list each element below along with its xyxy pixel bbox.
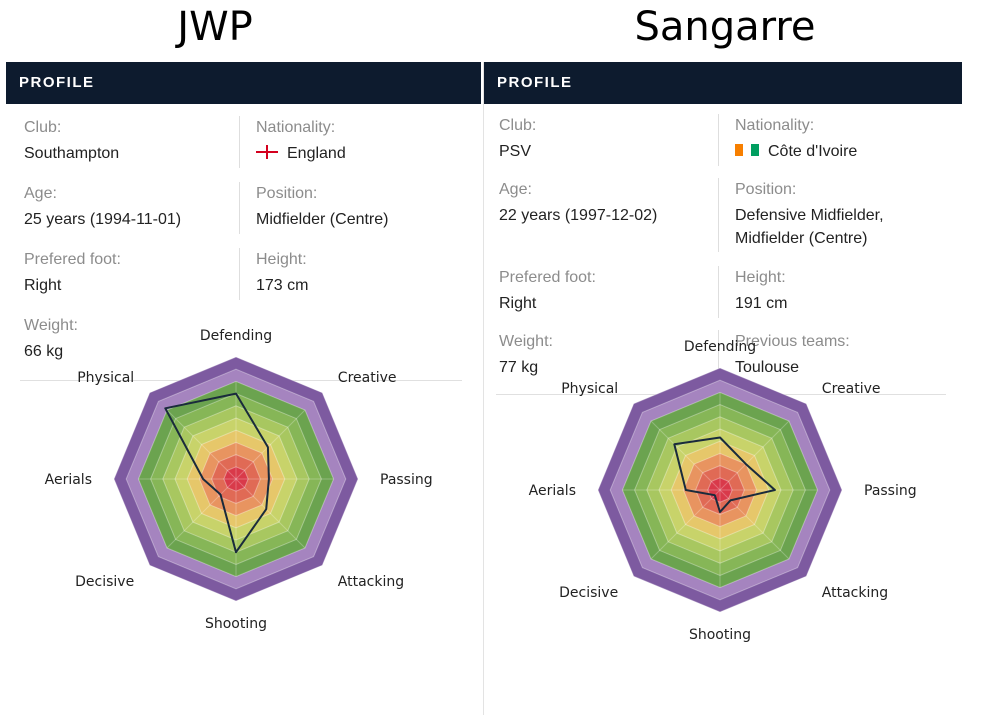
profile-header: PROFILE — [484, 62, 962, 104]
radar-label-passing: Passing — [864, 483, 917, 499]
club-label: Club: — [24, 119, 62, 136]
radar-spoke — [235, 409, 306, 480]
age-value: 22 years (1997-12-02) — [499, 207, 658, 224]
radar-chart-jwp: Defending Creative Passing Attacking Shootin… — [45, 328, 433, 632]
weight-label: Weight: — [499, 333, 553, 350]
nationality-label: Nationality: — [735, 117, 815, 134]
club-value: PSV — [499, 143, 532, 160]
radar-label-decisive: Decisive — [75, 574, 134, 590]
radar-spoke — [719, 420, 790, 491]
position-value: Midfielder (Centre) — [256, 211, 389, 228]
nationality-field: Nationality: Côte d'Ivoire — [735, 116, 857, 163]
nationality-text: England — [287, 145, 346, 162]
position-field: Position: Defensive Midfielder, Midfield… — [735, 180, 884, 250]
england-flag-icon — [256, 145, 278, 159]
radar-label-attacking: Attacking — [822, 585, 888, 601]
previous-teams-value: Toulouse — [735, 359, 800, 376]
nationality-text: Côte d'Ivoire — [768, 143, 858, 160]
weight-field: Weight: 77 kg — [499, 332, 553, 379]
nationality-value: Côte d'Ivoire — [735, 140, 857, 163]
radar-label-physical: Physical — [77, 370, 134, 386]
radar-label-passing: Passing — [380, 472, 433, 488]
age-label: Age: — [24, 185, 57, 202]
radar-label-creative: Creative — [822, 381, 881, 397]
club-field: Club: Southampton — [24, 118, 119, 165]
foot-value: Right — [24, 277, 62, 294]
age-field: Age: 22 years (1997-12-02) — [499, 180, 657, 227]
radar-spoke — [650, 420, 721, 491]
radar-label-defending: Defending — [200, 328, 272, 344]
height-field: Height: 173 cm — [256, 250, 308, 297]
player-name-jwp: JWP — [177, 4, 253, 50]
weight-value: 77 kg — [499, 359, 539, 376]
cote-divoire-flag-icon — [735, 144, 759, 156]
club-field: Club: PSV — [499, 116, 536, 163]
radar-chart-sangarre: Defending Creative Passing Attacking Shootin… — [529, 339, 917, 643]
radar-label-aerials: Aerials — [45, 472, 92, 488]
column-divider — [718, 266, 719, 318]
height-label: Height: — [256, 251, 307, 268]
player-name-sangarre: Sangarre — [634, 4, 816, 50]
nationality-label: Nationality: — [256, 119, 336, 136]
age-field: Age: 25 years (1994-11-01) — [24, 184, 181, 231]
radar-label-defending: Defending — [684, 339, 756, 355]
radar-label-physical: Physical — [561, 381, 618, 397]
nationality-value: England — [256, 142, 346, 165]
age-value: 25 years (1994-11-01) — [24, 211, 182, 228]
foot-label: Prefered foot: — [499, 269, 596, 286]
column-divider — [718, 114, 719, 166]
weight-field: Weight: 66 kg — [24, 316, 78, 363]
foot-label: Prefered foot: — [24, 251, 121, 268]
height-value: 173 cm — [256, 277, 309, 294]
radar-label-aerials: Aerials — [529, 483, 576, 499]
position-label: Position: — [735, 181, 797, 198]
radar-band — [223, 466, 249, 492]
foot-field: Prefered foot: Right — [24, 250, 121, 297]
position-field: Position: Midfielder (Centre) — [256, 184, 388, 231]
height-label: Height: — [735, 269, 786, 286]
nationality-field: Nationality: England — [256, 118, 346, 165]
radar-label-shooting: Shooting — [205, 616, 267, 632]
radar-spoke — [719, 489, 790, 560]
radar-band — [707, 477, 733, 503]
previous-teams-field: Previous teams: Toulouse — [735, 332, 850, 379]
radar-spoke — [166, 478, 237, 549]
radar-label-decisive: Decisive — [559, 585, 618, 601]
column-divider — [239, 182, 240, 234]
profile-panel-jwp: PROFILE Club: Southampton Nationality: E… — [6, 62, 481, 715]
column-divider — [718, 178, 719, 252]
radar-spoke — [166, 409, 237, 480]
foot-value: Right — [499, 295, 537, 312]
position-value: Defensive Midfielder, Midfielder (Centre… — [735, 204, 884, 250]
position-line-2: Midfielder (Centre) — [735, 230, 868, 247]
radar-label-shooting: Shooting — [689, 627, 751, 643]
age-label: Age: — [499, 181, 532, 198]
profile-panel-sangarre: PROFILE Club: PSV Nationality: Côte d'Iv… — [483, 62, 962, 715]
radar-label-creative: Creative — [338, 370, 397, 386]
position-label: Position: — [256, 185, 318, 202]
position-line-1: Defensive Midfielder, — [735, 207, 884, 224]
radar-label-attacking: Attacking — [338, 574, 404, 590]
height-value: 191 cm — [735, 295, 788, 312]
previous-teams-label: Previous teams: — [735, 333, 850, 350]
column-divider — [239, 116, 240, 168]
radar-spoke — [235, 478, 306, 549]
weight-label: Weight: — [24, 317, 78, 334]
column-divider — [239, 248, 240, 300]
weight-value: 66 kg — [24, 343, 64, 360]
club-label: Club: — [499, 117, 537, 134]
height-field: Height: 191 cm — [735, 268, 787, 315]
foot-field: Prefered foot: Right — [499, 268, 596, 315]
profile-header: PROFILE — [6, 62, 481, 104]
club-value: Southampton — [24, 145, 120, 162]
column-divider — [718, 330, 719, 378]
radar-spoke — [650, 489, 721, 560]
